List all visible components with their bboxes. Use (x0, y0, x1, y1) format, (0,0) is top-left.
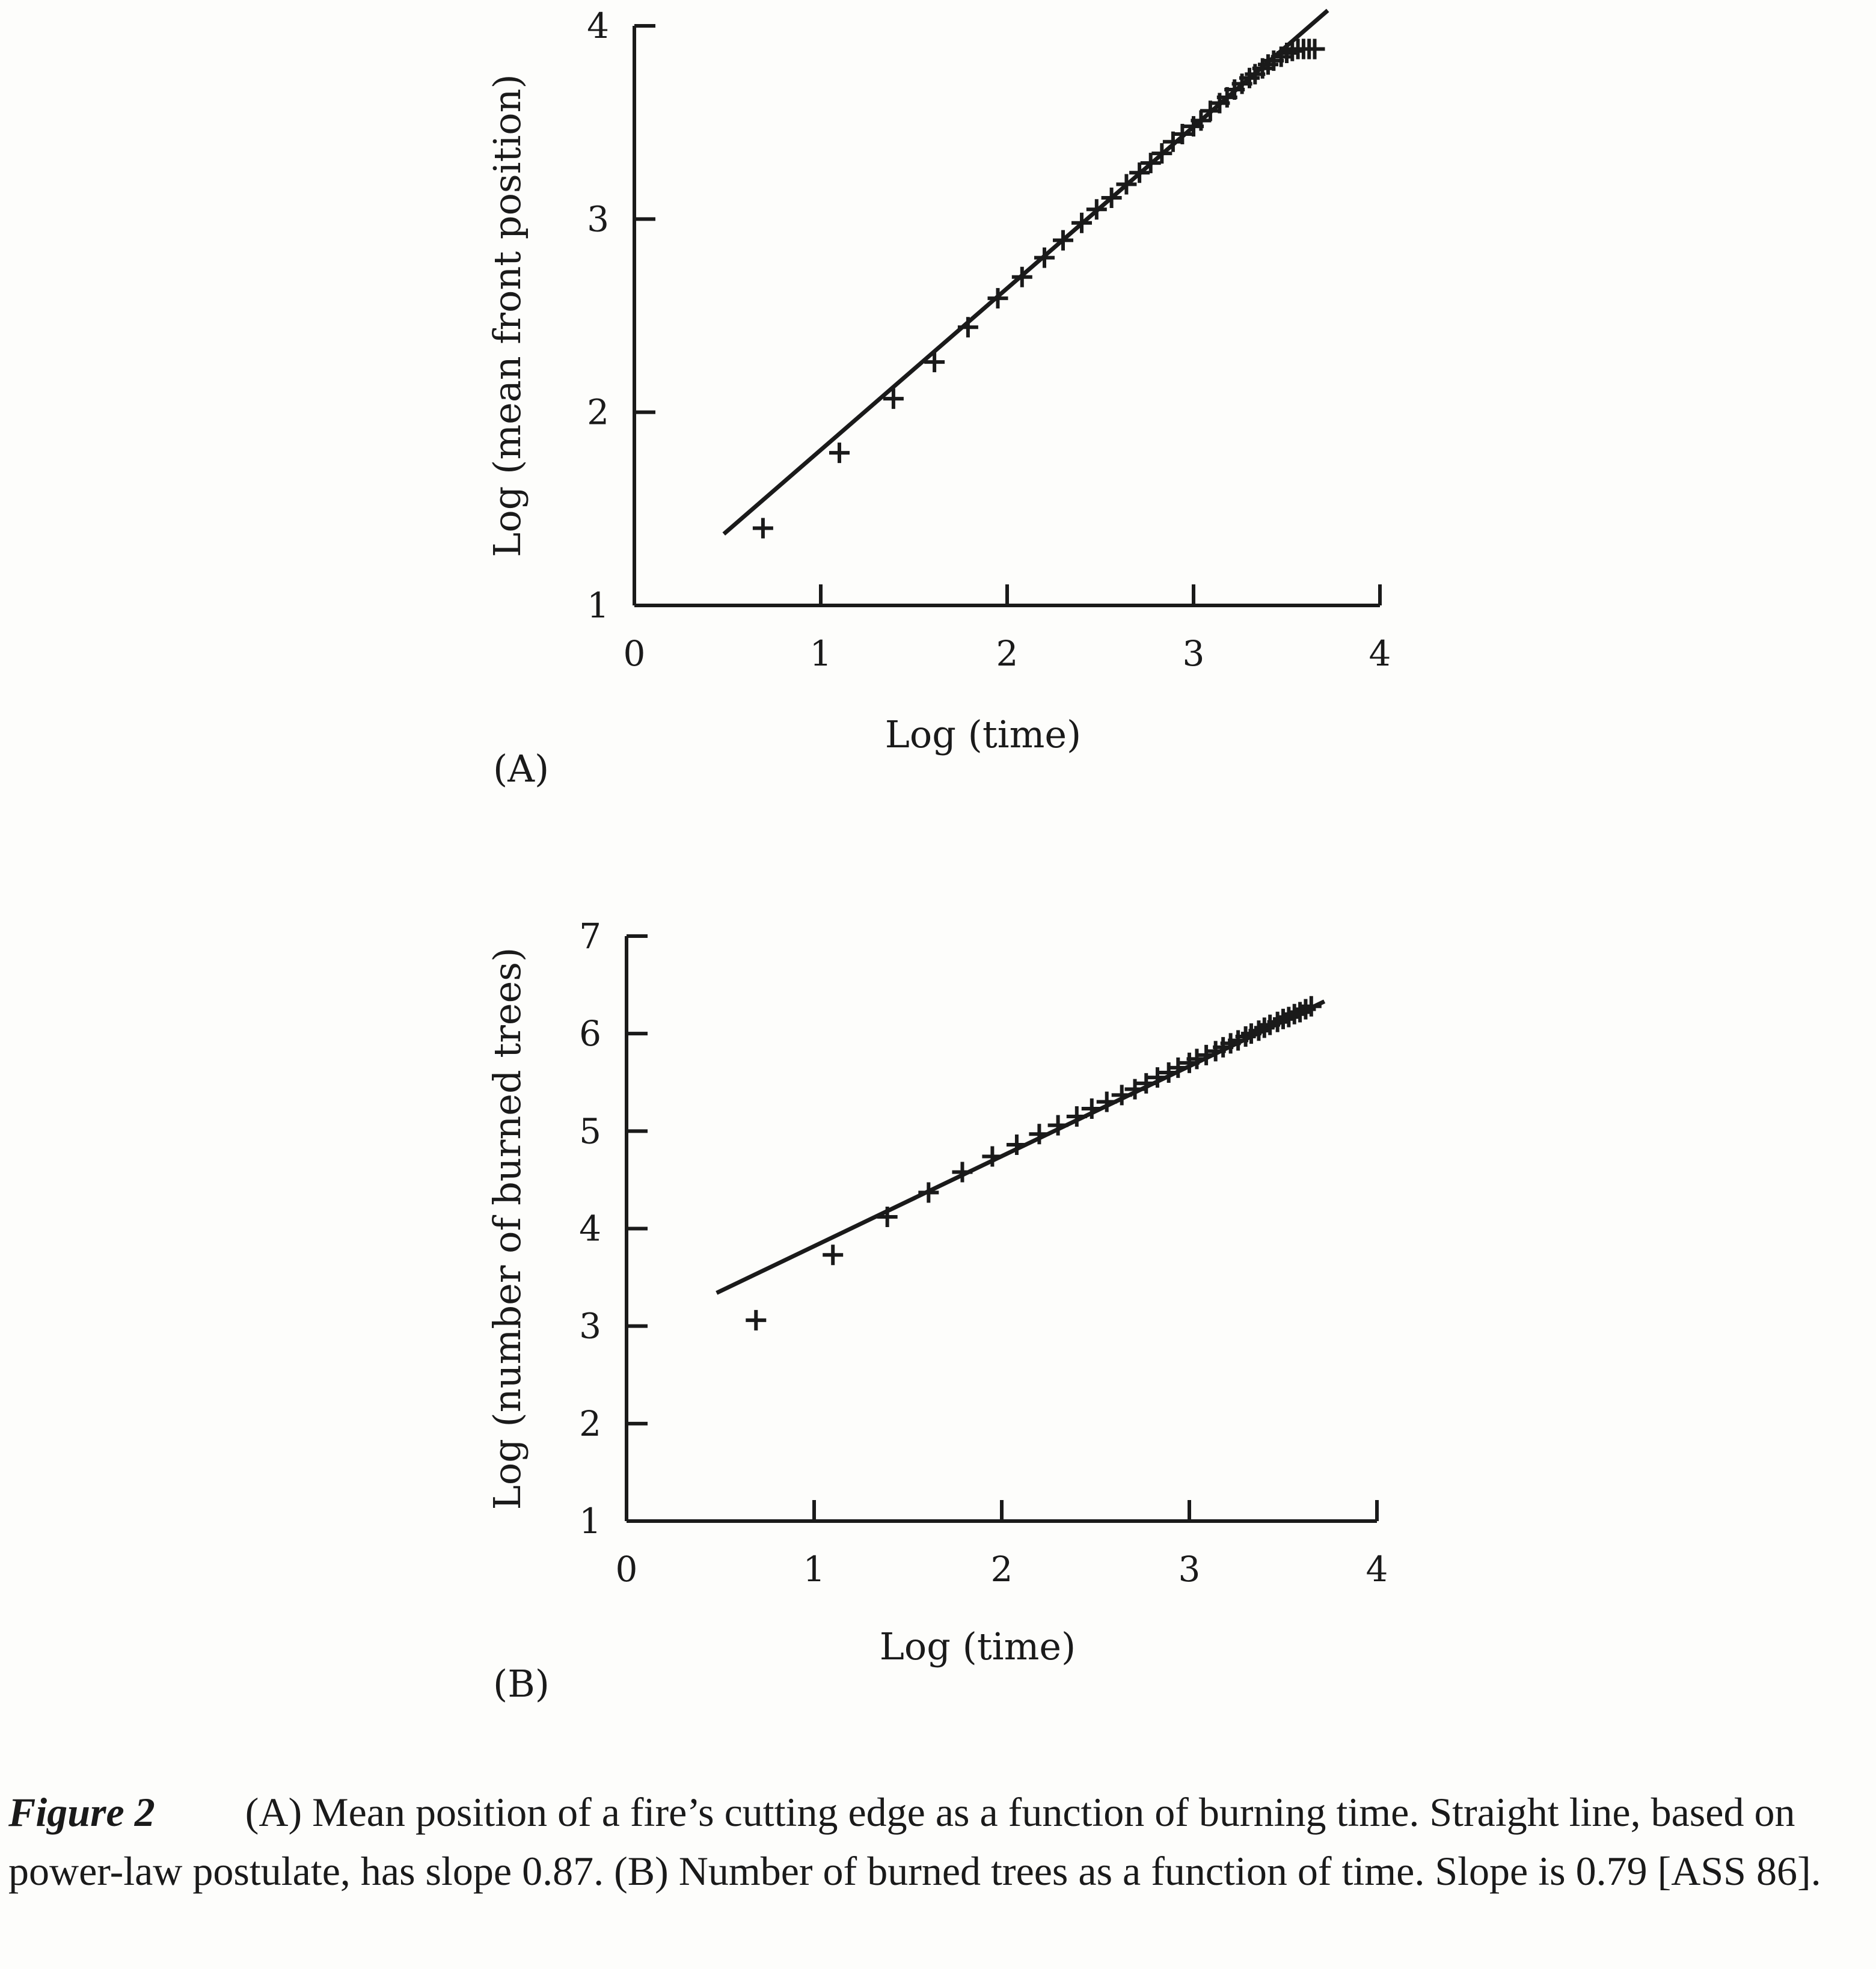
b-y-tick-label: 4 (579, 1208, 601, 1249)
a-data-point (924, 352, 945, 373)
b-x-tick-label: 2 (991, 1549, 1013, 1590)
b-fit-line (716, 999, 1326, 1295)
b-y-tick-label: 1 (579, 1501, 601, 1542)
b-x-tick-label: 3 (1179, 1549, 1201, 1590)
a-data-point (1304, 38, 1325, 60)
a-y-tick-label: 3 (587, 198, 609, 239)
a-data-point (752, 518, 773, 539)
a-y-tick-label: 1 (587, 585, 609, 626)
b-data-point (823, 1245, 844, 1266)
a-x-tick-label: 0 (624, 633, 646, 674)
b-y-tick-label: 7 (579, 916, 601, 957)
b-x-tick-label: 0 (616, 1549, 638, 1590)
b-x-tick-label: 1 (803, 1549, 826, 1590)
a-data-point (829, 442, 850, 464)
b-x-axis-title: Log (time) (880, 1625, 1076, 1668)
b-y-tick-label: 6 (579, 1013, 601, 1054)
b-y-tick-label: 2 (579, 1403, 601, 1444)
b-y-tick-label: 5 (579, 1110, 601, 1151)
b-y-tick-label: 3 (579, 1306, 601, 1347)
figure-caption: Figure 2 (A) Mean position of a fire’s cu… (8, 1783, 1869, 1900)
a-y-axis-title: Log (mean front position) (485, 74, 529, 557)
a-data-point (883, 388, 904, 409)
b-y-axis-title: Log (number of burned trees) (485, 948, 529, 1510)
a-fit-line (722, 8, 1329, 536)
a-x-tick-label: 1 (810, 633, 832, 674)
caption-figure-label: Figure 2 (8, 1789, 155, 1835)
b-data-point (746, 1309, 767, 1331)
b-panel-label: (B) (493, 1662, 550, 1706)
a-y-tick-label: 2 (587, 392, 609, 433)
a-x-tick-label: 2 (996, 633, 1019, 674)
a-x-axis-title: Log (time) (885, 712, 1082, 756)
a-x-tick-label: 3 (1183, 633, 1205, 674)
caption-text: (A) Mean position of a fire’s cutting ed… (8, 1789, 1821, 1894)
b-x-tick-label: 4 (1366, 1549, 1388, 1590)
a-panel-label: (A) (493, 747, 549, 791)
a-x-tick-label: 4 (1369, 633, 1391, 674)
a-y-tick-label: 4 (587, 5, 609, 46)
